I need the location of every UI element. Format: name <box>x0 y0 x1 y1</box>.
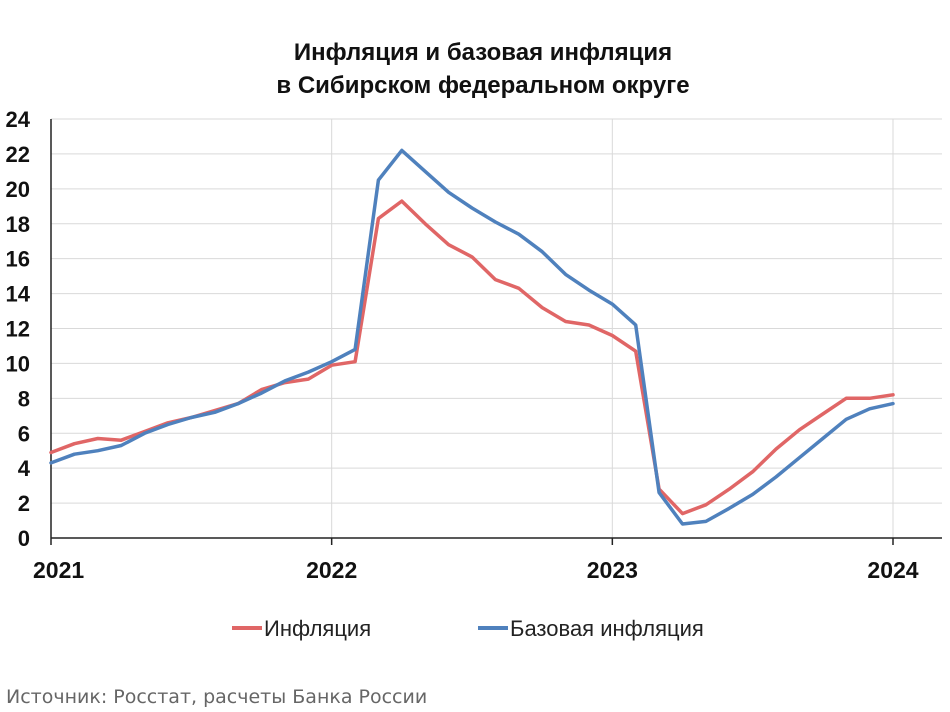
x-tick-label-2022: 2022 <box>306 557 357 583</box>
y-tick-label-8: 8 <box>18 386 30 411</box>
x-tick-label-2024: 2024 <box>867 557 918 583</box>
y-tick-label-10: 10 <box>6 351 30 376</box>
plot-area <box>49 148 895 526</box>
chart-title-line-1: Инфляция и базовая инфляция <box>294 39 672 66</box>
y-tick-label-4: 4 <box>18 456 31 481</box>
series-line-core-inflation <box>49 148 895 526</box>
chart-title-line-2: в Сибирском федеральном округе <box>276 72 689 99</box>
x-tick-label-2023: 2023 <box>587 557 638 583</box>
y-tick-label-24: 24 <box>6 107 31 132</box>
y-tick-label-6: 6 <box>18 421 30 446</box>
legend: Инфляция Базовая инфляция <box>232 616 704 641</box>
y-tick-label-0: 0 <box>18 526 30 551</box>
legend-label-inflation: Инфляция <box>264 616 371 641</box>
gridlines <box>51 118 942 538</box>
y-tick-label-22: 22 <box>6 142 30 167</box>
y-tick-label-12: 12 <box>6 317 30 342</box>
x-tick-label-2021: 2021 <box>33 557 84 583</box>
x-axis: 2021 2022 2023 2024 <box>33 537 942 583</box>
source-note: Источник: Росстат, расчеты Банка России <box>6 686 427 708</box>
y-tick-label-20: 20 <box>6 177 30 202</box>
y-tick-label-16: 16 <box>6 247 30 272</box>
legend-label-core-inflation: Базовая инфляция <box>510 616 704 641</box>
y-tick-label-2: 2 <box>18 491 30 516</box>
y-tick-label-18: 18 <box>6 212 30 237</box>
series-line-inflation <box>49 199 895 516</box>
y-tick-label-14: 14 <box>6 282 31 307</box>
